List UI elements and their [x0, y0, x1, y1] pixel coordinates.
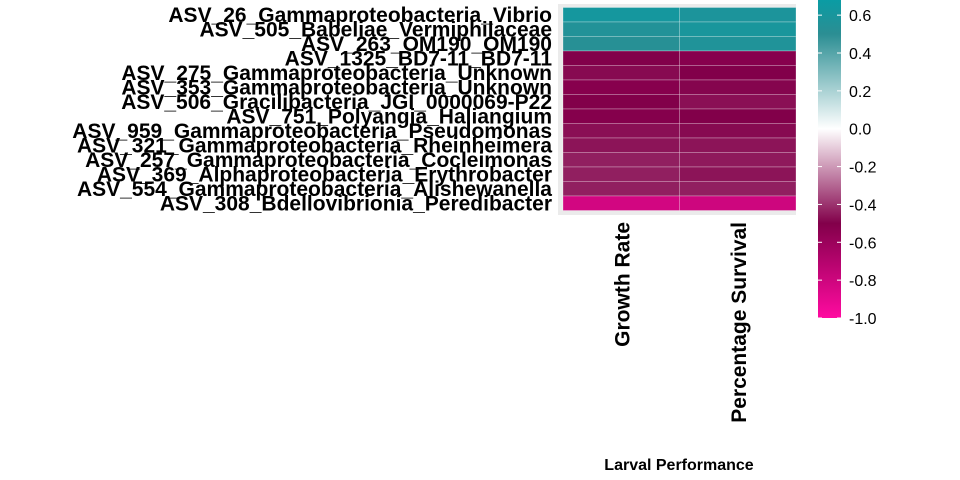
heatmap-cell — [562, 152, 680, 168]
y-tick-label: ASV_321_Gammaproteobacteria_Rheinheimera — [77, 134, 552, 157]
heatmap-cell — [679, 94, 797, 110]
heatmap-cell — [679, 166, 797, 182]
y-tick-label: ASV_506_Gracilibacteria_JGI_0000069-P22 — [121, 91, 552, 114]
legend-tick-label: 0.0 — [849, 122, 871, 139]
heatmap-cell — [562, 7, 680, 23]
legend-tick-label: 0.2 — [849, 84, 871, 101]
heatmap-cell — [679, 7, 797, 23]
y-tick-label: ASV_959_Gammaproteobacteria_Pseudomonas — [72, 120, 552, 143]
heatmap-cells — [562, 7, 797, 211]
heatmap-cell — [562, 65, 680, 81]
heatmap-cell — [679, 50, 797, 66]
color-legend: 0.6 0.4 0.2 0.0 -0.2 -0.4 -0.6 -0.8 -1.0 — [818, 0, 877, 328]
y-tick-label: ASV_257_Gammaproteobacteria_Cocleimonas — [85, 149, 552, 172]
heatmap-cell — [562, 123, 680, 139]
heatmap-cell — [679, 36, 797, 52]
legend-tick-label: -0.4 — [849, 197, 877, 214]
heatmap-cell — [679, 181, 797, 197]
y-tick-label: ASV_308_Bdellovibrionia_Peredibacter — [160, 192, 552, 215]
heatmap-cell — [562, 50, 680, 66]
heatmap-cell — [562, 79, 680, 95]
legend-tick-label: -0.8 — [849, 273, 877, 290]
legend-tick-label: -1.0 — [849, 311, 877, 328]
y-axis-labels: ASV_26_Gammaproteobacteria_VibrioASV_505… — [72, 4, 552, 216]
x-tick-label: Growth Rate — [611, 222, 634, 347]
y-tick-label: ASV_353_Gammaproteobacteria_Unknown — [121, 76, 552, 99]
y-tick-label: ASV_1325_BD7-11_BD7-11 — [285, 47, 553, 70]
y-tick-label: ASV_263_OM190_OM190 — [301, 33, 552, 56]
y-tick-label: ASV_751_Polyangia_Haliangium — [226, 105, 552, 128]
y-tick-label: ASV_505_Babeliae_Vermiphilaceae — [199, 18, 552, 41]
legend-tick-label: 0.6 — [849, 8, 871, 25]
legend-colorbar — [818, 0, 841, 318]
heatmap-cell — [562, 36, 680, 52]
heatmap-cell — [679, 137, 797, 153]
heatmap-cell — [679, 108, 797, 124]
heatmap-cell — [562, 21, 680, 37]
heatmap-cell — [679, 79, 797, 95]
heatmap-cell — [679, 152, 797, 168]
legend-ticks: 0.6 0.4 0.2 0.0 -0.2 -0.4 -0.6 -0.8 -1.0 — [818, 8, 877, 328]
x-tick-label: Percentage Survival — [728, 222, 751, 423]
heatmap-cell — [562, 166, 680, 182]
heatmap-cell — [679, 21, 797, 37]
heatmap-cell — [562, 94, 680, 110]
heatmap-cell — [562, 108, 680, 124]
heatmap-cell — [679, 123, 797, 139]
legend-tick-label: -0.2 — [849, 160, 877, 177]
y-tick-label: ASV_26_Gammaproteobacteria_Vibrio — [168, 4, 552, 27]
y-tick-label: ASV_369_Alphaproteobacteria_Erythrobacte… — [97, 163, 552, 186]
x-axis-labels: Growth Rate Percentage Survival — [611, 222, 751, 423]
heatmap-cell — [679, 195, 797, 211]
heatmap-cell — [562, 137, 680, 153]
heatmap-cell — [679, 65, 797, 81]
legend-tick-label: 0.4 — [849, 46, 871, 63]
y-tick-label: ASV_554_Gammaproteobacteria_Alishewanell… — [77, 178, 552, 201]
x-axis-title: Larval Performance — [604, 457, 754, 474]
heatmap-cell — [562, 195, 680, 211]
heatmap-cell — [562, 181, 680, 197]
legend-tick-label: -0.6 — [849, 235, 877, 252]
y-tick-label: ASV_275_Gammaproteobacteria_Unknown — [121, 62, 552, 85]
